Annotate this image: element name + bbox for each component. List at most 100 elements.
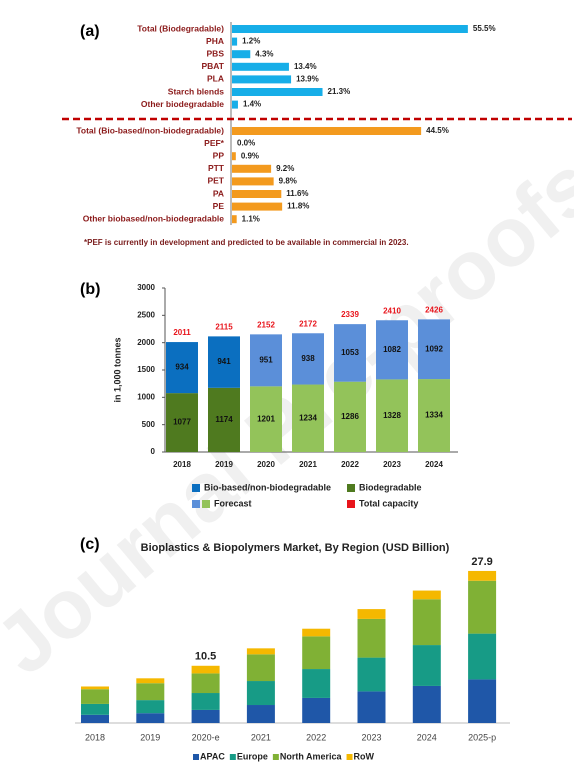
segment-label: 1092: [425, 344, 443, 353]
legend-label: Total capacity: [359, 498, 418, 508]
y-tick-label: 2500: [137, 310, 155, 319]
bar-segment: [302, 697, 331, 723]
bar-segment: [81, 703, 109, 715]
bar-segment: [412, 590, 441, 600]
segment-label: 951: [259, 355, 273, 364]
bar-segment: [250, 386, 282, 452]
bar-segment: [357, 609, 386, 619]
bar: [232, 164, 272, 173]
bar-segment: [191, 673, 220, 694]
x-tick-label: 2021: [299, 460, 317, 469]
category-label: Total (Biodegradable): [137, 23, 224, 33]
bar-segment: [418, 379, 450, 452]
value-label: 1.4%: [243, 100, 261, 109]
y-tick-label: 2000: [137, 338, 155, 347]
category-label: Starch blends: [168, 86, 224, 96]
bar-segment: [302, 628, 331, 637]
bar-segment: [246, 681, 275, 706]
bar-segment: [468, 679, 497, 723]
total-label: 27.9: [471, 556, 492, 568]
panel-label: (a): [80, 23, 100, 40]
segment-label: 1334: [425, 411, 443, 420]
bar-segment: [191, 693, 220, 710]
bar: [232, 190, 282, 198]
x-tick-label: 2025-p: [468, 732, 496, 742]
segment-label: 1174: [215, 415, 233, 424]
category-label: PP: [213, 150, 225, 160]
legend-swatch: [229, 754, 236, 760]
bar-segment: [246, 705, 275, 723]
bar: [232, 152, 236, 161]
bar-segment: [468, 580, 497, 634]
value-label: 11.8%: [287, 202, 309, 211]
value-label: 9.2%: [276, 164, 294, 173]
x-tick-label: 2024: [425, 460, 443, 469]
x-tick-label: 2022: [306, 732, 326, 742]
bar: [232, 62, 289, 71]
panel-label: (b): [80, 281, 100, 298]
bar-segment: [334, 324, 366, 382]
value-label: 9.8%: [279, 177, 297, 186]
bar-segment: [81, 686, 109, 690]
bar-segment: [191, 665, 220, 674]
y-tick-label: 500: [142, 420, 156, 429]
segment-label: 1077: [173, 418, 191, 427]
value-label: 4.3%: [255, 49, 273, 58]
bar-segment: [292, 333, 324, 385]
bar-segment: [136, 713, 165, 723]
y-axis-label: in 1,000 tonnes: [112, 337, 122, 402]
bar: [232, 25, 468, 33]
x-tick-label: 2022: [341, 460, 359, 469]
value-label: 0.0%: [237, 139, 255, 148]
panel-label: (c): [80, 536, 100, 553]
bar-segment: [357, 657, 386, 692]
value-label: 1.1%: [242, 214, 260, 223]
segment-label: 941: [217, 357, 231, 366]
bar-segment: [302, 669, 331, 698]
bar: [232, 88, 323, 96]
bar-segment: [166, 393, 198, 452]
bar-segment: [250, 334, 282, 387]
bar: [232, 177, 274, 186]
bar-segment: [468, 570, 497, 581]
segment-label: 1234: [299, 413, 317, 422]
bar-segment: [334, 381, 366, 452]
chart-title: Bioplastics & Biopolymers Market, By Reg…: [141, 542, 450, 554]
category-label: PLA: [207, 74, 224, 84]
legend-swatch: [272, 754, 279, 760]
x-tick-label: 2020: [257, 460, 275, 469]
total-label: 2339: [341, 310, 359, 319]
x-tick-label: 2018: [173, 460, 191, 469]
total-label: 2115: [215, 322, 233, 331]
x-tick-label: 2024: [417, 732, 437, 742]
category-label: PBS: [207, 48, 225, 58]
legend-label: Forecast: [214, 498, 252, 508]
total-label: 2172: [299, 319, 317, 328]
value-label: 21.3%: [328, 87, 351, 96]
x-tick-label: 2023: [361, 732, 381, 742]
legend-label: RoW: [354, 751, 375, 761]
legend-swatch: [192, 484, 200, 492]
category-label: PTT: [208, 163, 225, 173]
bar-segment: [208, 387, 240, 452]
segment-label: 1201: [257, 414, 275, 423]
segment-label: 938: [301, 354, 315, 363]
bar-segment: [81, 714, 109, 723]
x-tick-label: 2018: [85, 732, 105, 742]
segment-label: 1328: [383, 411, 401, 420]
x-tick-label: 2019: [140, 732, 160, 742]
bar-segment: [412, 685, 441, 723]
category-label: PE: [213, 201, 225, 211]
total-label: 10.5: [195, 651, 216, 663]
category-label: PA: [213, 188, 224, 198]
bar-segment: [357, 618, 386, 658]
bar-segment: [246, 654, 275, 682]
segment-label: 1286: [341, 412, 359, 421]
bar-segment: [418, 319, 450, 380]
y-tick-label: 1000: [137, 392, 155, 401]
bar-segment: [136, 683, 165, 701]
bar-segment: [376, 320, 408, 380]
category-label: Total (Bio-based/non-biodegradable): [76, 125, 224, 135]
total-label: 2152: [257, 320, 275, 329]
